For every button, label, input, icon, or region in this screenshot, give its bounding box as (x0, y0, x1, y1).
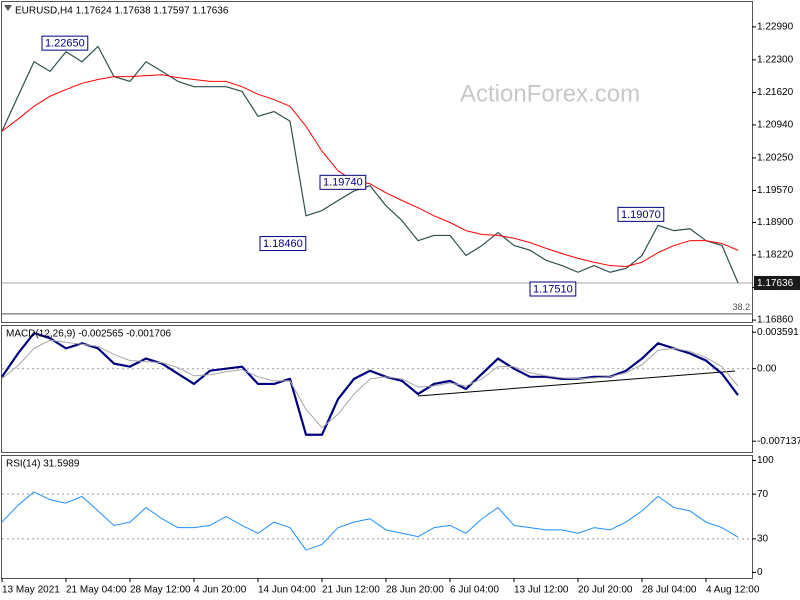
header-icon (4, 5, 12, 11)
y-tick-label: 30 (757, 534, 769, 545)
fib-label: 38.2 (732, 302, 750, 312)
macd-panel-frame (1, 325, 753, 453)
x-tick-label: 21 Jun 12:00 (322, 585, 380, 596)
x-tick-label: 28 May 12:00 (130, 585, 191, 596)
x-tick-label: 4 Jun 20:00 (194, 585, 247, 596)
annotation-label: 1.22650 (45, 38, 85, 50)
series-line (1, 332, 739, 436)
y-tick-label: 1.19570 (757, 185, 794, 196)
y-tick-label: 0.003591 (757, 327, 799, 338)
series-line (1, 491, 739, 551)
annotation-box (529, 281, 577, 297)
x-tick-label: 20 Jul 20:00 (578, 585, 633, 596)
y-tick-label: 1.16860 (757, 315, 794, 326)
rsi-panel-frame (1, 455, 753, 579)
panel-title: RSI(14) 31.5989 (6, 459, 80, 470)
y-tick-label: 1.22990 (757, 22, 794, 33)
y-tick-label: 1.18900 (757, 217, 794, 228)
annotation-label: 1.17510 (533, 283, 573, 295)
watermark: ActionForex.com (460, 80, 640, 107)
annotation-box (259, 236, 307, 252)
macd-trend-line (417, 370, 736, 397)
annotation-box (617, 206, 665, 222)
x-tick-label: 21 May 04:00 (66, 585, 127, 596)
last-price-box (754, 275, 800, 290)
y-tick-label: 1.21620 (757, 87, 794, 98)
y-tick-label: 100 (757, 455, 774, 466)
x-tick-label: 28 Jun 20:00 (386, 585, 444, 596)
annotation-label: 1.18460 (263, 238, 303, 250)
y-tick-label: 1.18220 (757, 250, 794, 261)
x-tick-label: 13 May 2021 (2, 585, 60, 596)
y-tick-label: 0.00 (757, 363, 777, 374)
annotation-label: 1.19740 (323, 177, 363, 189)
x-tick-label: 28 Jul 04:00 (642, 585, 697, 596)
y-tick-label: -0.007137 (757, 436, 800, 447)
y-tick-label: 0 (757, 567, 763, 578)
annotation-box (41, 35, 89, 51)
annotation-box (319, 174, 367, 190)
last-price-label: 1.17636 (757, 278, 794, 289)
series-line (1, 339, 739, 429)
price-panel-frame (1, 1, 753, 323)
series-line (1, 74, 739, 268)
x-tick-label: 14 Jun 04:00 (258, 585, 316, 596)
y-tick-label: 1.20250 (757, 153, 794, 164)
panel-title: EURUSD,H4 1.17624 1.17638 1.17597 1.1763… (15, 6, 229, 17)
x-tick-label: 4 Aug 12:00 (706, 585, 760, 596)
x-tick-label: 13 Jul 12:00 (514, 585, 569, 596)
y-tick-label: 1.22300 (757, 55, 794, 66)
panel-title: MACD(12,26,9) -0.002565 -0.001706 (6, 329, 172, 340)
y-tick-label: 1.20940 (757, 120, 794, 131)
x-tick-label: 6 Jul 04:00 (450, 585, 499, 596)
annotation-label: 1.19070 (621, 209, 661, 221)
y-tick-label: 70 (757, 489, 769, 500)
series-line (1, 45, 739, 284)
